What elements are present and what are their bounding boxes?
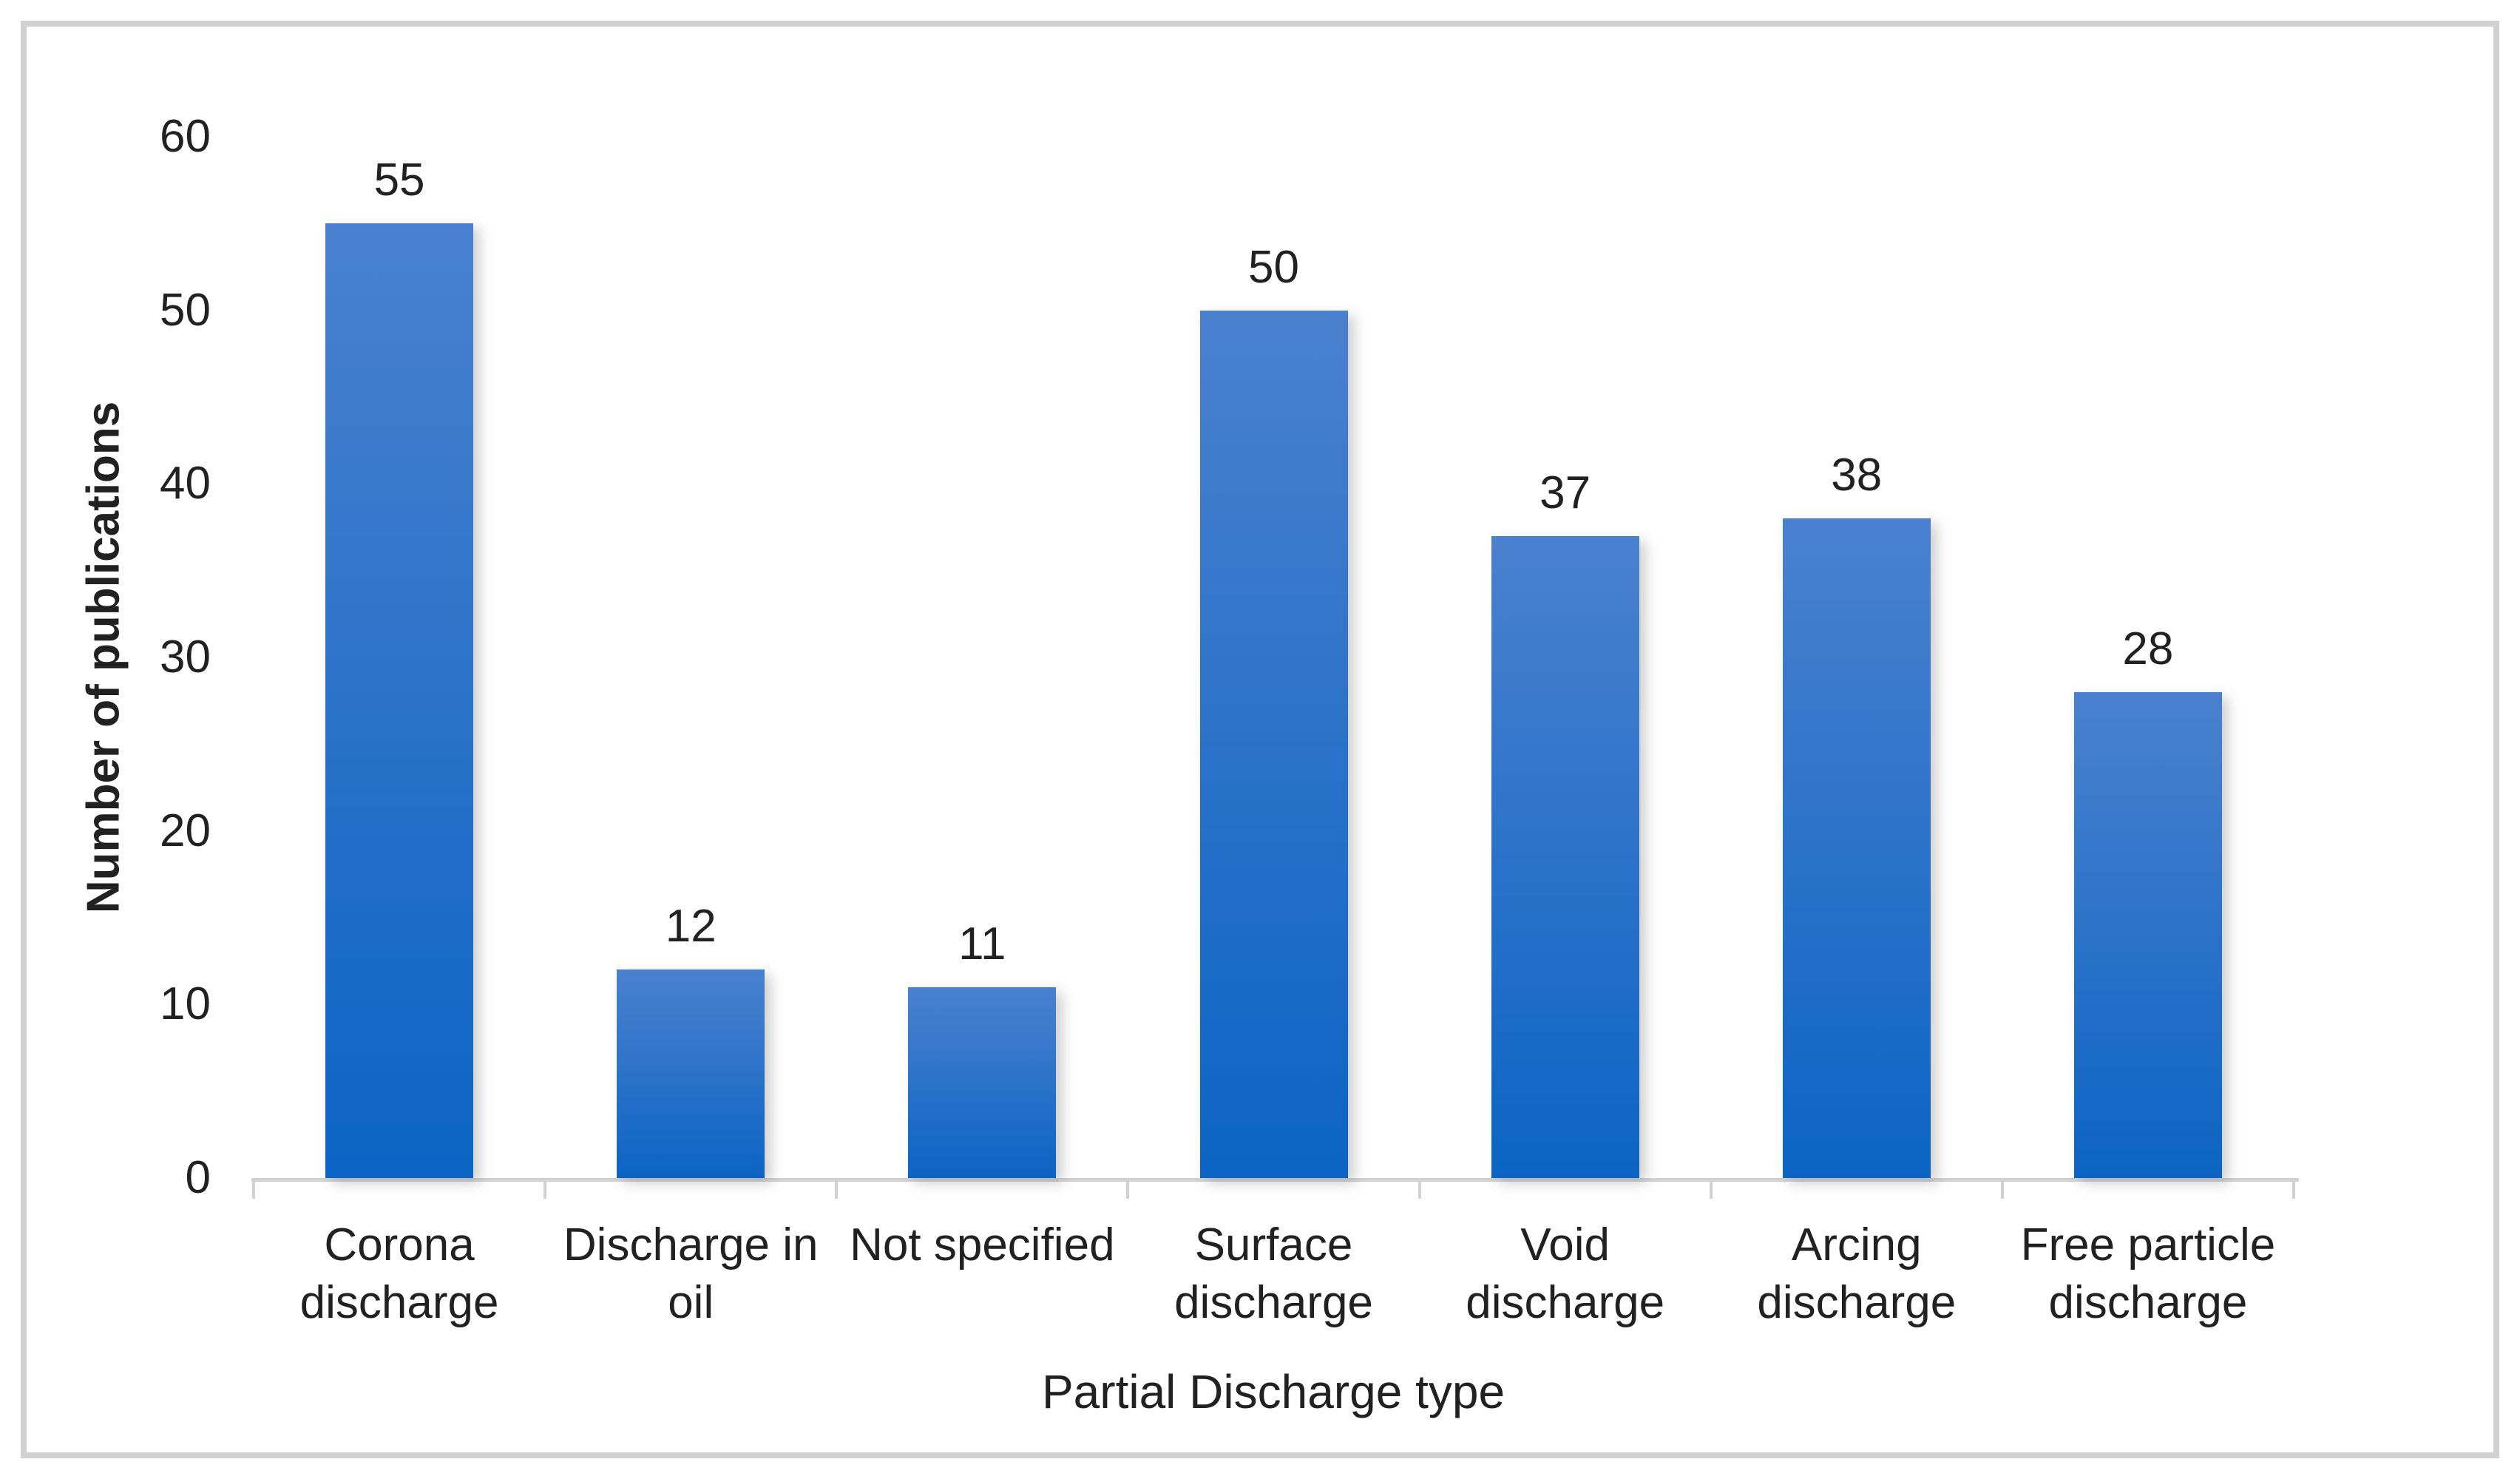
category-label-line: Surface	[1194, 1219, 1353, 1270]
category-label-line: Free particle	[2020, 1219, 2276, 1270]
bar	[908, 986, 1057, 1178]
x-axis-tick	[1709, 1178, 1713, 1199]
x-axis-tick	[2292, 1178, 2295, 1199]
bar	[325, 223, 474, 1178]
category-label: Arcing discharge	[1696, 1216, 2017, 1332]
x-axis-line	[251, 1178, 2299, 1182]
bar	[1491, 535, 1639, 1178]
bar	[617, 969, 765, 1178]
category-label-line: discharge	[299, 1277, 499, 1328]
bar-value-label: 55	[373, 155, 425, 206]
bar	[2073, 691, 2222, 1178]
y-tick-label: 20	[160, 805, 211, 856]
x-axis-tick	[2000, 1178, 2004, 1199]
x-axis-tick	[835, 1178, 839, 1199]
category-label-line: discharge	[2048, 1277, 2248, 1328]
category-label-line: oil	[668, 1277, 714, 1328]
bar-value-label: 38	[1831, 450, 1883, 501]
x-axis-title: Partial Discharge type	[1041, 1365, 1505, 1418]
y-tick-label: 30	[160, 632, 211, 683]
category-label: Void discharge	[1405, 1216, 1726, 1332]
x-axis-tick	[1418, 1178, 1421, 1199]
category-label: Discharge in oil	[530, 1216, 851, 1332]
category-label-line: Corona	[324, 1219, 475, 1270]
x-axis-tick	[543, 1178, 547, 1199]
bar	[1199, 310, 1348, 1178]
bar-value-label: 50	[1248, 241, 1299, 293]
category-label-line: discharge	[1466, 1277, 1665, 1328]
category-label-line: discharge	[1174, 1277, 1373, 1328]
category-label: Surface discharge	[1113, 1216, 1434, 1332]
category-label: Free particle discharge	[1988, 1216, 2309, 1332]
bar-value-label: 11	[958, 918, 1006, 969]
bar-value-label: 37	[1540, 467, 1591, 518]
category-label: Corona discharge	[239, 1216, 560, 1332]
y-tick-label: 50	[160, 284, 211, 336]
category-label-line: discharge	[1757, 1277, 1957, 1328]
category-label-line: Arcing	[1791, 1219, 1922, 1270]
x-axis-tick	[1126, 1178, 1130, 1199]
category-label-line: Discharge in	[563, 1219, 819, 1270]
y-tick-label: 0	[185, 1152, 211, 1203]
category-label: Not specified	[822, 1216, 1142, 1274]
bar-value-label: 12	[665, 901, 717, 952]
category-label-line: Not specified	[850, 1219, 1115, 1270]
x-axis-tick	[252, 1178, 255, 1199]
y-tick-label: 10	[160, 978, 211, 1030]
y-tick-label: 60	[160, 111, 211, 162]
bar	[1782, 518, 1931, 1178]
bar-value-label: 28	[2122, 623, 2174, 674]
y-tick-label: 40	[160, 458, 211, 510]
category-label-line: Void	[1520, 1219, 1610, 1270]
